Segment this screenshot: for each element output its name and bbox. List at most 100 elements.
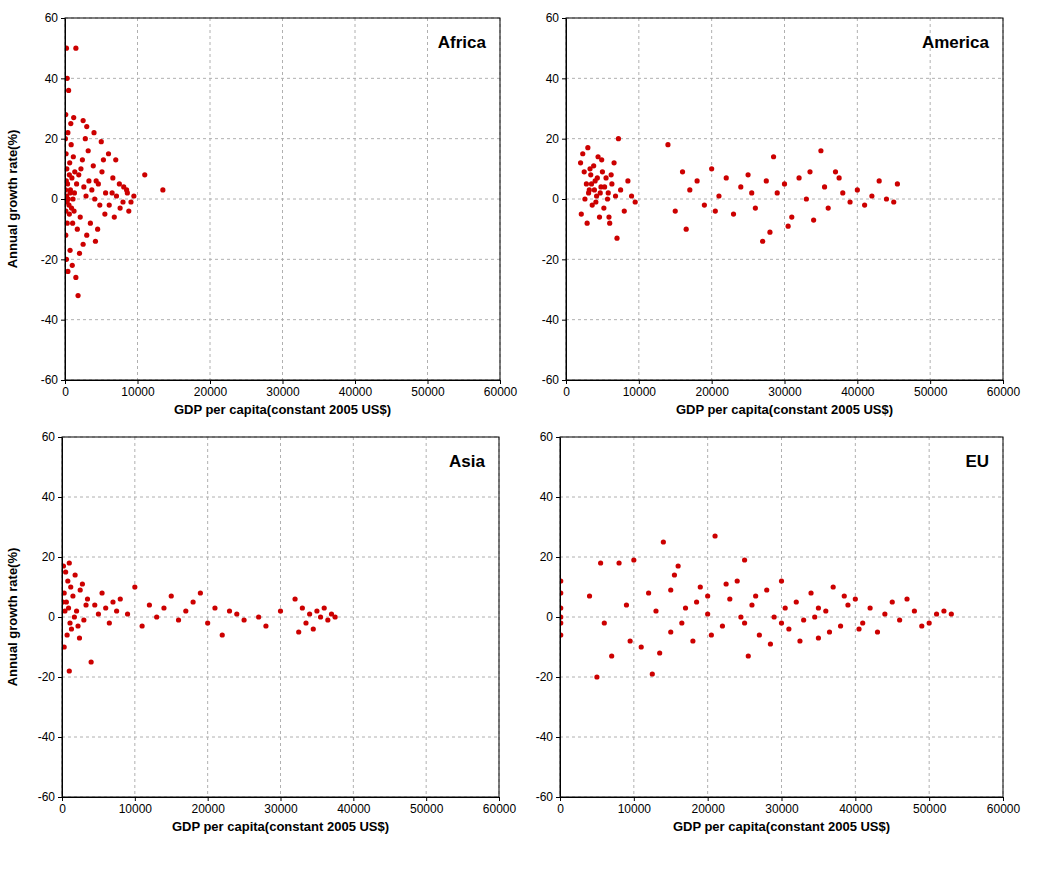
- point: [83, 602, 88, 607]
- point: [103, 190, 108, 195]
- point: [628, 638, 633, 643]
- point: [676, 563, 681, 568]
- point: [91, 163, 96, 168]
- tick-label: 30000: [768, 385, 802, 399]
- tick-mark: [283, 380, 284, 384]
- tick-label: -60: [536, 790, 554, 804]
- point: [698, 584, 703, 589]
- point: [311, 626, 316, 631]
- point: [875, 629, 880, 634]
- point: [724, 175, 729, 180]
- point: [220, 632, 225, 637]
- tick-label: 40: [42, 490, 56, 504]
- point: [183, 608, 188, 613]
- tick: 30000: [266, 380, 300, 399]
- point: [927, 620, 932, 625]
- point: [78, 215, 83, 220]
- points: [578, 136, 900, 244]
- plot-frame: [560, 437, 1003, 797]
- tick-mark: [712, 380, 713, 384]
- figure: 0100002000030000400005000060000-60-40-20…: [0, 0, 1044, 870]
- tick-label: 40: [540, 490, 554, 504]
- tick-mark: [556, 497, 560, 498]
- tick-label: 0: [62, 385, 69, 399]
- tick-mark: [782, 797, 783, 801]
- point: [847, 199, 852, 204]
- point: [742, 620, 747, 625]
- tick-mark: [562, 380, 566, 381]
- point: [78, 587, 83, 592]
- tick-label: -20: [536, 670, 554, 684]
- point: [300, 605, 305, 610]
- point: [767, 230, 772, 235]
- tick-mark: [556, 797, 560, 798]
- point: [683, 605, 688, 610]
- point: [680, 169, 685, 174]
- point: [738, 614, 743, 619]
- point: [745, 172, 750, 177]
- panel: 0100002000030000400005000060000-60-40-20…: [5, 11, 518, 417]
- point: [622, 208, 627, 213]
- tick: 20000: [691, 797, 725, 816]
- point: [731, 211, 736, 216]
- tick: -60: [38, 790, 62, 804]
- tick: 0: [62, 380, 69, 399]
- point: [727, 596, 732, 601]
- point: [606, 215, 611, 220]
- point: [616, 560, 621, 565]
- x-axis: 0100002000030000400005000060000: [62, 380, 517, 399]
- point: [160, 187, 165, 192]
- tick-label: 10000: [121, 385, 155, 399]
- point: [668, 629, 673, 634]
- tick: -40: [542, 313, 566, 327]
- point: [83, 193, 88, 198]
- point: [278, 608, 283, 613]
- point: [934, 611, 939, 616]
- point: [801, 617, 806, 622]
- point: [147, 602, 152, 607]
- tick: 30000: [264, 797, 298, 816]
- tick: 20000: [191, 797, 225, 816]
- point: [325, 617, 330, 622]
- point: [694, 599, 699, 604]
- tick: 0: [552, 192, 566, 206]
- point: [633, 199, 638, 204]
- point: [205, 620, 210, 625]
- point: [753, 205, 758, 210]
- point: [853, 596, 858, 601]
- point: [68, 121, 73, 126]
- tick-mark: [562, 139, 566, 140]
- point: [592, 187, 597, 192]
- tick: 60: [546, 11, 566, 25]
- tick-label: 20000: [194, 385, 228, 399]
- point: [594, 674, 599, 679]
- point: [110, 190, 115, 195]
- point: [154, 614, 159, 619]
- point: [66, 88, 71, 93]
- point: [845, 602, 850, 607]
- grid-line: [560, 497, 1003, 498]
- point: [735, 578, 740, 583]
- point: [705, 593, 710, 598]
- point: [869, 193, 874, 198]
- point: [234, 611, 239, 616]
- grid-line: [566, 199, 1003, 200]
- point: [96, 611, 101, 616]
- tick-label: 20: [45, 132, 59, 146]
- point: [749, 190, 754, 195]
- tick-label: 60000: [987, 802, 1021, 816]
- tick-mark: [556, 437, 560, 438]
- point: [611, 160, 616, 165]
- tick-mark: [857, 380, 858, 384]
- tick: 20: [546, 132, 566, 146]
- tick-label: -60: [41, 373, 59, 387]
- plot-frame: [566, 18, 1003, 380]
- point: [256, 614, 261, 619]
- point: [125, 190, 130, 195]
- point: [107, 620, 112, 625]
- point: [303, 620, 308, 625]
- tick: 60000: [483, 797, 517, 816]
- point: [125, 611, 130, 616]
- point: [65, 269, 70, 274]
- point: [895, 181, 900, 186]
